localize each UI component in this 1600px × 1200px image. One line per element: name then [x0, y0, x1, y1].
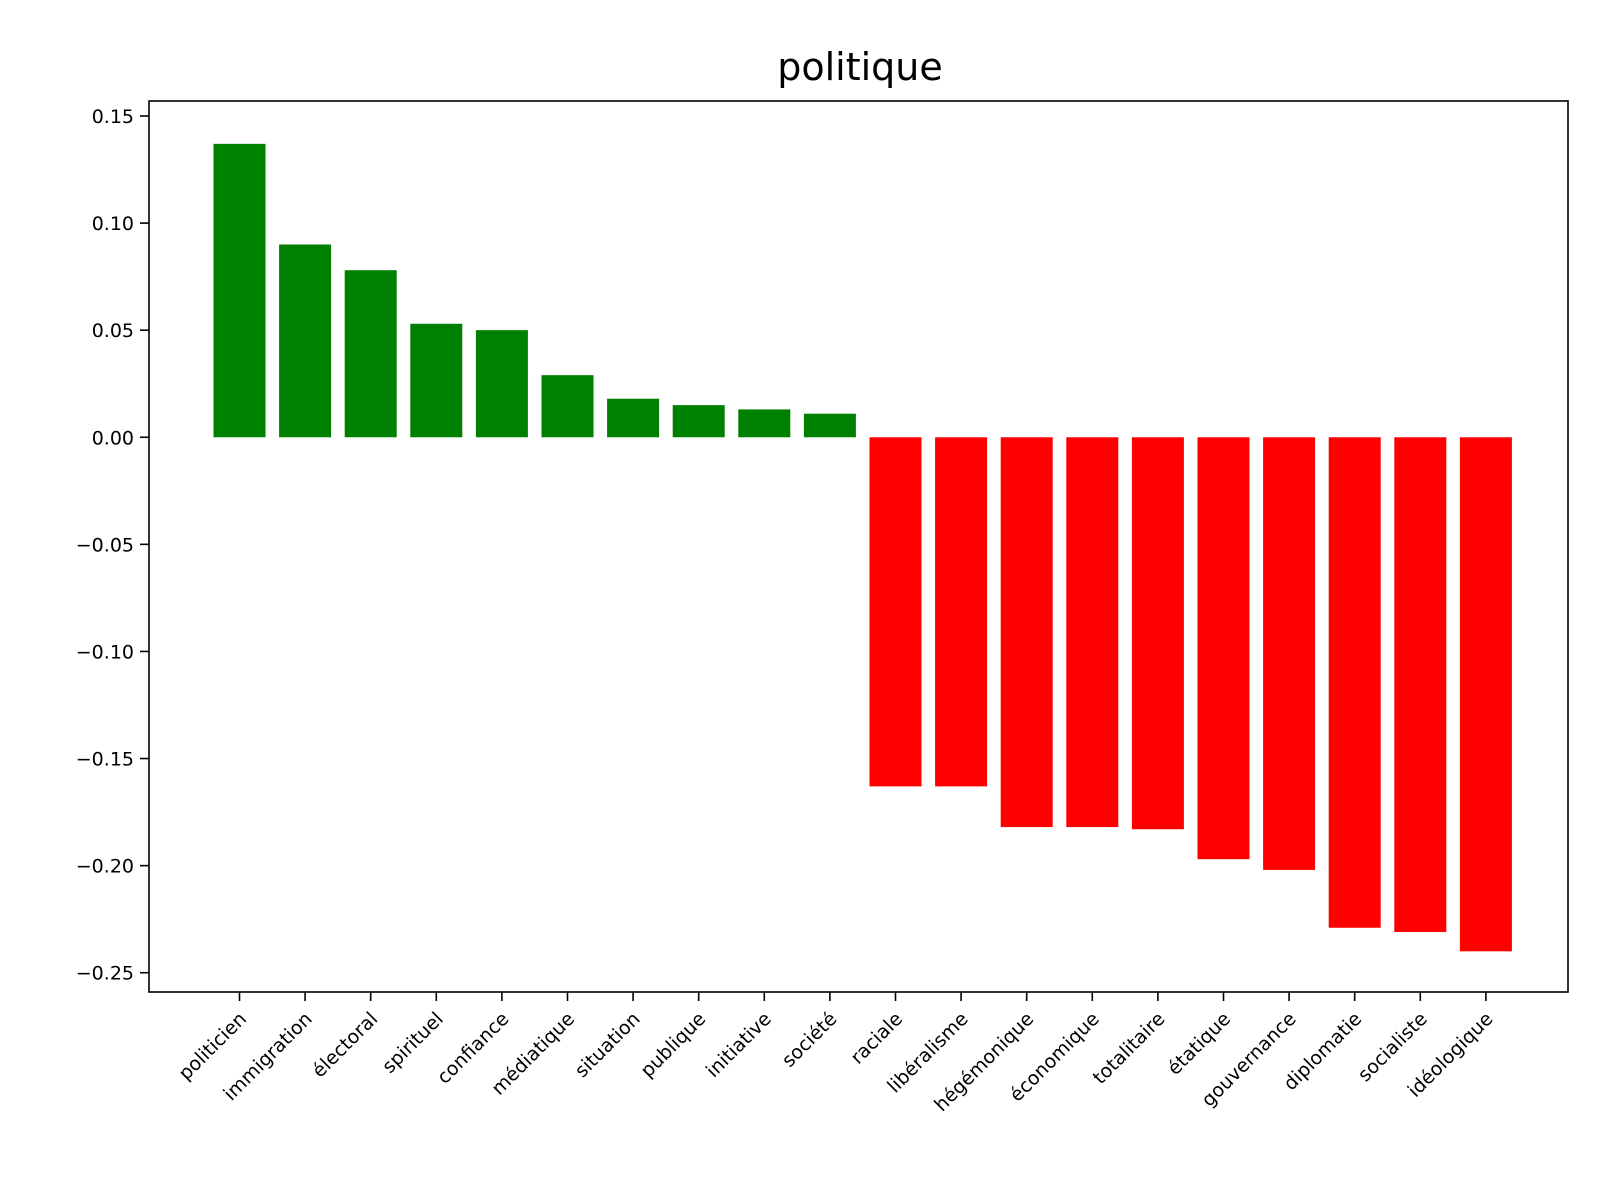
x-tick-label-14: totalitaire	[1089, 1008, 1170, 1089]
y-tick-label-5: −0.10	[76, 641, 134, 663]
x-tick-label-9: société	[778, 1008, 842, 1072]
y-tick-label-3: 0.00	[92, 427, 134, 449]
bar-6	[607, 398, 660, 438]
bar-11	[935, 437, 988, 787]
bar-12	[1000, 437, 1053, 828]
x-tick-label-6: situation	[571, 1008, 645, 1082]
bar-13	[1066, 437, 1119, 828]
bar-10	[869, 437, 922, 787]
x-tick-label-10: raciale	[846, 1008, 907, 1069]
bars-group	[213, 143, 1512, 952]
x-tick-label-7: publique	[636, 1008, 710, 1082]
bar-15	[1197, 437, 1250, 860]
bar-8	[738, 409, 791, 438]
bar-4	[475, 330, 528, 438]
bar-5	[541, 375, 594, 438]
bar-14	[1131, 437, 1184, 830]
bar-0	[213, 143, 266, 438]
y-tick-label-8: −0.25	[76, 963, 134, 985]
y-tick-label-7: −0.20	[76, 856, 134, 878]
bar-19	[1459, 437, 1512, 952]
bar-1	[279, 244, 332, 438]
y-tick-label-4: −0.05	[76, 534, 134, 556]
bar-16	[1263, 437, 1316, 870]
y-axis: 0.15 0.10 0.05 0.00 −0.05 −0.10 −0.15 −0.20 −0.2…	[76, 106, 149, 985]
bar-2	[344, 270, 397, 438]
x-tick-label-2: électoral	[308, 1008, 382, 1082]
bar-9	[803, 413, 856, 438]
y-tick-label-6: −0.15	[76, 749, 134, 771]
bar-18	[1394, 437, 1447, 933]
bar-3	[410, 323, 463, 438]
plot-frame	[148, 100, 1569, 993]
chart-title: politique	[777, 45, 943, 89]
x-tick-label-8: initiative	[702, 1008, 776, 1082]
y-tick-label-2: 0.05	[92, 320, 134, 342]
x-axis: politicienimmigrationélectoralspirituelc…	[174, 992, 1497, 1116]
y-tick-label-1: 0.10	[92, 213, 134, 235]
y-tick-label-0: 0.15	[92, 106, 134, 128]
bar-7	[672, 405, 725, 438]
bar-17	[1328, 437, 1381, 928]
